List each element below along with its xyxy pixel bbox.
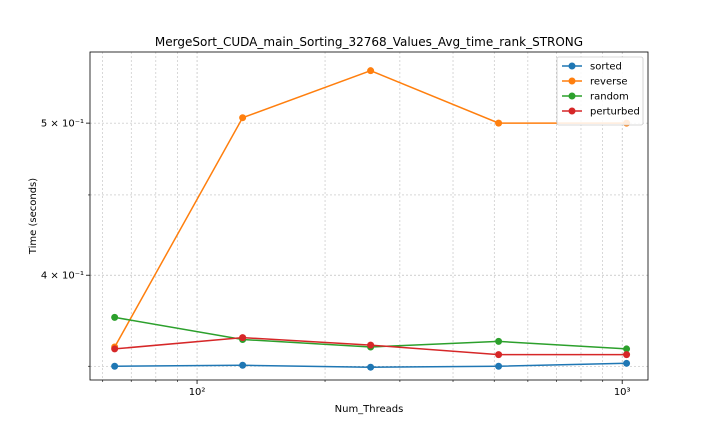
data-point-perturbed xyxy=(495,351,503,359)
legend: sorted reverse random perturbed xyxy=(556,56,644,126)
legend-label: reverse xyxy=(590,77,628,88)
x-tick-label: 10³ xyxy=(614,387,631,398)
legend-label: perturbed xyxy=(590,107,640,118)
plot-frame xyxy=(89,51,649,381)
legend-item-reverse: reverse xyxy=(562,77,628,88)
series-sorted xyxy=(111,359,631,371)
axis-ticks: 10² 10³ 4 × 10⁻¹ 5 × 10⁻¹ xyxy=(41,119,631,398)
y-tick-label: 5 × 10⁻¹ xyxy=(41,119,84,130)
legend-marker xyxy=(568,62,576,70)
data-point-random xyxy=(111,313,119,321)
x-tick-label: 10² xyxy=(189,387,206,398)
series-layer xyxy=(111,67,631,371)
y-tick-label: 4 × 10⁻¹ xyxy=(41,271,84,282)
data-point-random xyxy=(623,345,631,353)
legend-box xyxy=(556,56,644,126)
legend-label: sorted xyxy=(590,62,622,73)
legend-marker xyxy=(568,107,576,115)
chart-title: MergeSort_CUDA_main_Sorting_32768_Values… xyxy=(155,35,583,49)
data-point-sorted xyxy=(367,363,375,371)
grid-lines xyxy=(90,52,648,380)
data-point-perturbed xyxy=(623,351,631,359)
y-axis-label: Time (seconds) xyxy=(28,178,39,255)
data-point-reverse xyxy=(367,67,375,75)
legend-item-perturbed: perturbed xyxy=(562,107,640,118)
legend-marker xyxy=(568,77,576,85)
data-point-perturbed xyxy=(111,345,119,353)
data-point-sorted xyxy=(111,362,119,370)
legend-marker xyxy=(568,92,576,100)
data-point-perturbed xyxy=(367,341,375,349)
data-point-reverse xyxy=(239,114,247,122)
data-point-random xyxy=(495,337,503,345)
data-point-sorted xyxy=(623,359,631,367)
legend-label: random xyxy=(590,92,629,103)
x-axis-label: Num_Threads xyxy=(335,404,404,415)
series-perturbed xyxy=(111,334,631,359)
data-point-sorted xyxy=(239,361,247,369)
data-point-perturbed xyxy=(239,334,247,342)
legend-item-sorted: sorted xyxy=(562,62,622,73)
legend-item-random: random xyxy=(562,92,629,103)
data-point-sorted xyxy=(495,362,503,370)
data-point-reverse xyxy=(495,119,503,127)
plot-area xyxy=(90,52,648,380)
